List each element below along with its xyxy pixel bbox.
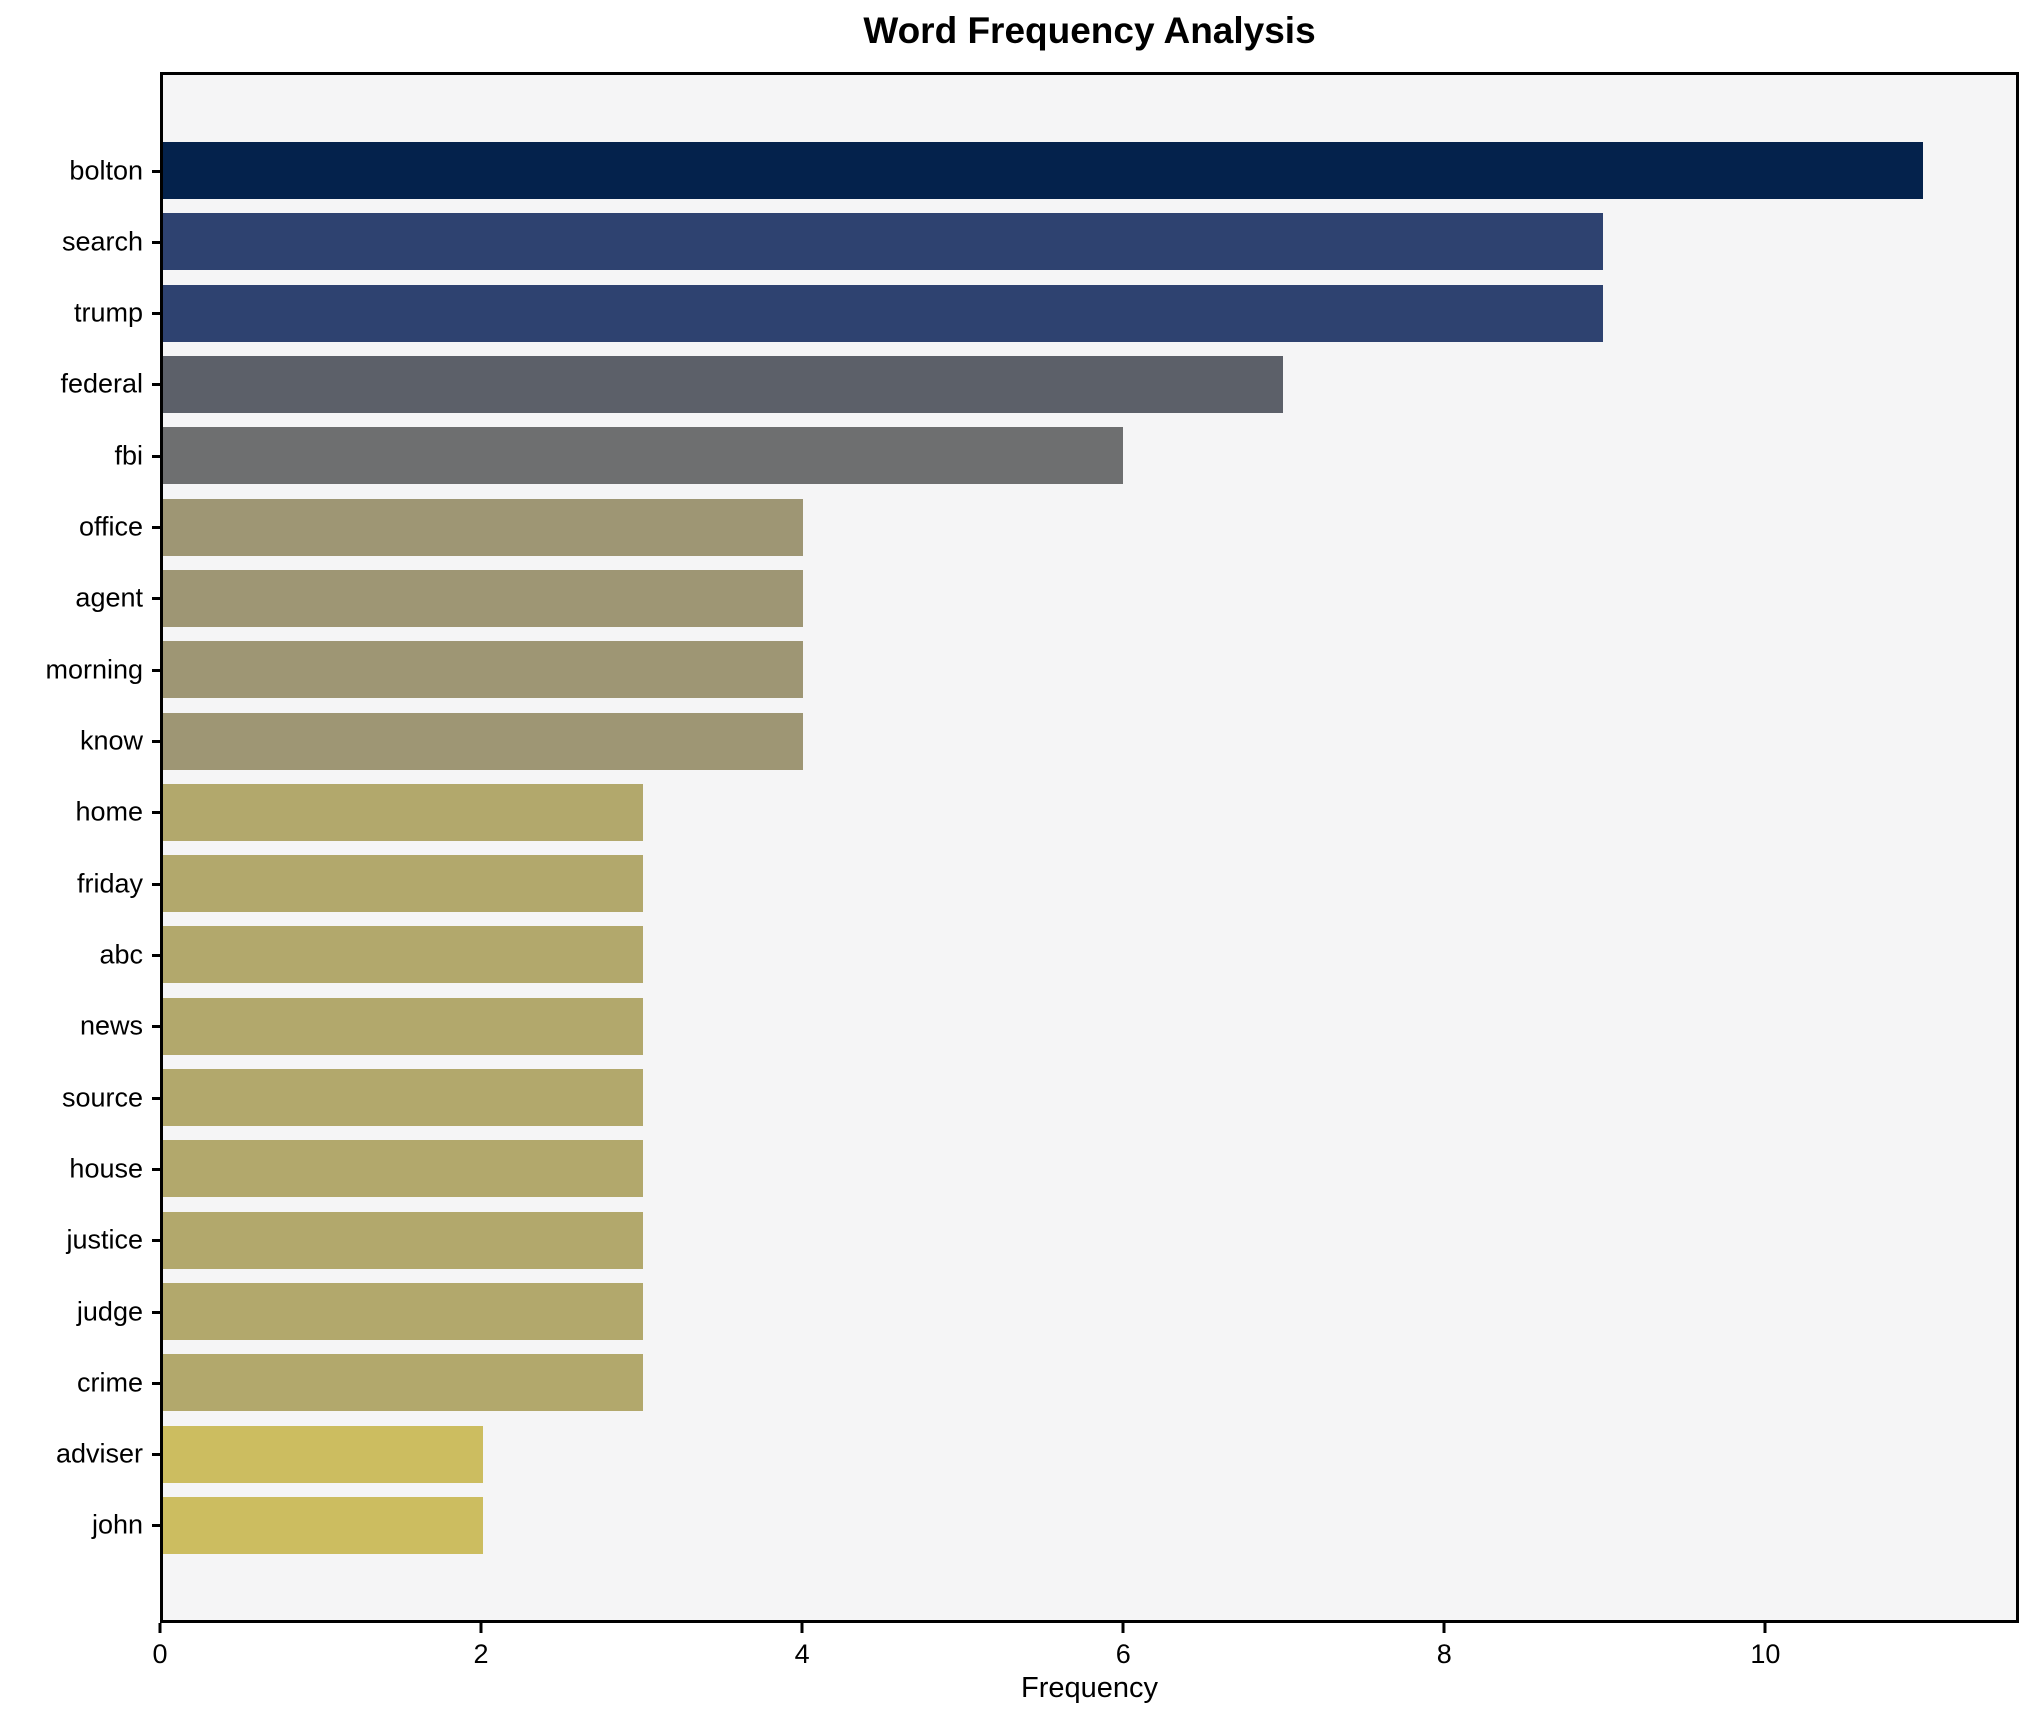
y-axis-label: bolton xyxy=(69,155,143,185)
bar xyxy=(163,1069,644,1127)
y-axis-tick-mark xyxy=(152,1096,161,1100)
bar-row: house xyxy=(69,1140,2016,1198)
y-axis-tick-mark xyxy=(152,1524,161,1528)
bar-row: trump xyxy=(74,284,2016,342)
bar-row: justice xyxy=(66,1211,2016,1269)
x-axis-tick-mark xyxy=(158,1623,162,1633)
y-axis-label: crime xyxy=(77,1367,143,1398)
bar xyxy=(163,855,644,913)
bar xyxy=(163,1496,484,1554)
x-axis-tick-mark xyxy=(1121,1623,1125,1633)
bar-row: office xyxy=(79,498,2016,556)
y-axis-label: home xyxy=(75,796,143,827)
bar-row: news xyxy=(80,997,2016,1055)
bar-row: bolton xyxy=(69,142,2016,199)
bar xyxy=(163,427,1124,485)
x-axis-tick-mark xyxy=(479,1623,483,1633)
y-axis-label: news xyxy=(79,1010,143,1041)
bar xyxy=(163,783,644,841)
x-axis-tick-label: 6 xyxy=(1115,1639,1131,1669)
bar xyxy=(163,641,804,699)
bar xyxy=(163,213,1604,271)
y-axis-tick-mark xyxy=(152,882,161,886)
bar xyxy=(163,1425,484,1483)
bar-row: source xyxy=(62,1069,2016,1127)
y-axis-tick-mark xyxy=(152,1381,161,1385)
chart-title: Word Frequency Analysis xyxy=(863,10,1316,51)
bar xyxy=(163,1140,644,1198)
y-axis-tick-mark xyxy=(152,597,161,601)
y-axis-tick-mark xyxy=(152,1239,161,1243)
bar-row: search xyxy=(62,213,2016,271)
bar xyxy=(163,284,1604,342)
y-axis-label: agent xyxy=(75,582,143,613)
bar-row: know xyxy=(80,712,2016,770)
y-axis-tick-mark xyxy=(152,526,161,530)
y-axis-tick-mark xyxy=(152,1453,161,1457)
bar xyxy=(163,997,644,1055)
y-axis-tick-mark xyxy=(152,1025,161,1029)
bar xyxy=(163,1211,644,1269)
y-axis-label: abc xyxy=(99,939,143,970)
y-axis-tick-mark xyxy=(152,454,161,458)
x-axis: 0 2 4 6 8 10 xyxy=(152,1623,2019,1693)
y-axis-label: search xyxy=(61,226,143,257)
y-axis-label: judge xyxy=(76,1296,143,1326)
y-axis-tick-mark xyxy=(152,668,161,672)
y-axis-tick-mark xyxy=(152,811,161,815)
plot-area: bolton search trump federal fbi office a… xyxy=(45,72,2019,1623)
x-axis-tick-label: 10 xyxy=(1750,1639,1781,1669)
y-axis-label: justice xyxy=(66,1224,143,1255)
bar-row: federal xyxy=(60,355,2016,413)
x-axis-title: Frequency xyxy=(1020,1672,1158,1704)
y-axis-label: federal xyxy=(60,368,143,399)
y-axis-label: fbi xyxy=(114,440,143,471)
bar-row: crime xyxy=(77,1354,2016,1412)
bar-rows-container: bolton search trump federal fbi office a… xyxy=(45,142,2016,1554)
y-axis-tick-mark xyxy=(152,383,161,387)
bar-row: abc xyxy=(99,926,2016,984)
bar xyxy=(163,712,804,770)
bar-row: agent xyxy=(75,569,2016,627)
y-axis-label: source xyxy=(61,1082,143,1113)
y-axis-label: house xyxy=(69,1153,143,1184)
x-axis-tick-mark xyxy=(1442,1623,1446,1633)
bar-row: home xyxy=(75,783,2016,841)
bar-row: fbi xyxy=(114,427,2016,485)
bar xyxy=(163,1283,644,1340)
bar xyxy=(163,1354,644,1412)
bar xyxy=(163,926,644,984)
y-axis-tick-mark xyxy=(152,1310,161,1314)
y-axis-label: know xyxy=(79,725,143,756)
y-axis-tick-mark xyxy=(152,240,161,244)
x-axis-tick-label: 4 xyxy=(794,1639,810,1669)
y-axis-label: john xyxy=(91,1509,143,1540)
y-axis-tick-mark xyxy=(152,740,161,743)
bar xyxy=(163,498,804,556)
y-axis-tick-mark xyxy=(152,169,161,173)
x-axis-tick-mark xyxy=(1763,1623,1767,1633)
bar-row: judge xyxy=(77,1283,2016,1340)
x-axis-tick-label: 8 xyxy=(1436,1639,1452,1669)
bar-row: morning xyxy=(45,641,2016,699)
y-axis-label: adviser xyxy=(55,1438,143,1469)
y-axis-tick-mark xyxy=(152,953,161,957)
bar-row: friday xyxy=(77,855,2016,913)
y-axis-label: morning xyxy=(45,654,143,685)
y-axis-label: trump xyxy=(73,297,143,328)
y-axis-label: friday xyxy=(76,868,143,899)
y-axis-label: office xyxy=(78,511,143,542)
bar-row: john xyxy=(92,1496,2016,1554)
x-axis-tick-label: 0 xyxy=(152,1639,168,1669)
y-axis-tick-mark xyxy=(152,1167,161,1171)
bar xyxy=(163,569,804,627)
bar xyxy=(163,142,1924,199)
x-axis-tick-mark xyxy=(800,1623,804,1633)
x-axis-tick-label: 2 xyxy=(473,1639,489,1669)
y-axis-tick-mark xyxy=(152,312,161,316)
bar xyxy=(163,355,1284,413)
bar-row: adviser xyxy=(56,1425,2016,1483)
